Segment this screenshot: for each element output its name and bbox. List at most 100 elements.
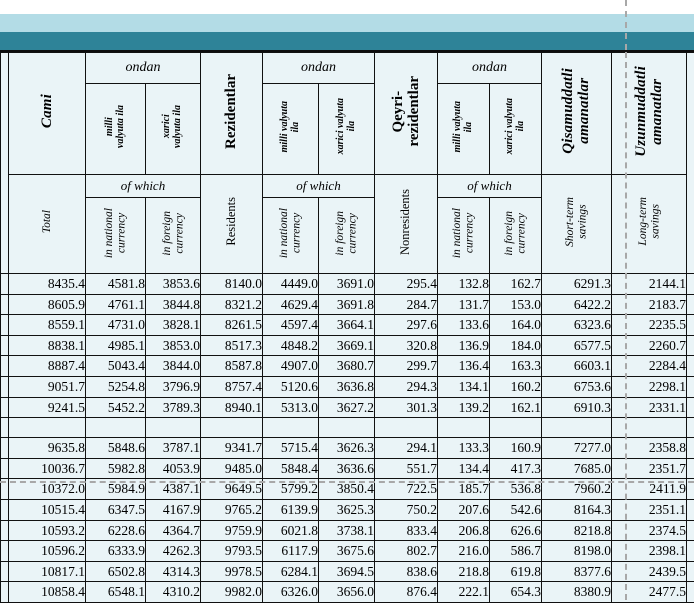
cell-nonresidents_in_national_currency: 133.6 [438, 315, 490, 336]
cell-nonresidents_in_foreign_currency: 626.6 [490, 520, 542, 541]
left-gutter-cell [1, 315, 9, 336]
cell-residents_in_foreign_currency: 3626.3 [319, 438, 375, 459]
cell-short_term_savings: 6323.6 [542, 315, 612, 336]
cell-nonresidents: 833.4 [375, 520, 438, 541]
cell-nonresidents_in_foreign_currency: 417.3 [490, 458, 542, 479]
cell-in_national_currency_total: 5982.8 [86, 458, 146, 479]
right-gutter-cell [687, 315, 694, 336]
cell-nonresidents_in_national_currency: 133.3 [438, 438, 490, 459]
cell-nonresidents_in_foreign_currency: 586.7 [490, 541, 542, 562]
left-gutter-cell [1, 376, 9, 397]
cell-residents_in_foreign_currency: 3656.0 [319, 582, 375, 603]
header-of-which-3: of which [438, 175, 542, 198]
cell-total: 10596.2 [9, 541, 86, 562]
cell-nonresidents_in_foreign_currency: 654.3 [490, 582, 542, 603]
cell-total [9, 418, 86, 438]
cell-nonresidents: 301.3 [375, 397, 438, 418]
header-row-uz: Cami ondan Rezidentlar ondan Qeyri- rezi… [1, 53, 694, 84]
left-gutter-cell [1, 438, 9, 459]
cell-nonresidents_in_national_currency: 132.8 [438, 274, 490, 295]
cell-in_foreign_currency_total: 3789.3 [146, 397, 201, 418]
cell-nonresidents: 750.2 [375, 499, 438, 520]
deposits-table-container: Cami ondan Rezidentlar ondan Qeyri- rezi… [0, 50, 694, 598]
header-total: Total [9, 175, 86, 274]
cell-long_term_savings: 2351.7 [612, 458, 687, 479]
cell-short_term_savings: 7277.0 [542, 438, 612, 459]
left-gutter-cell [1, 458, 9, 479]
cell-nonresidents_in_national_currency [438, 418, 490, 438]
cell-in_national_currency_total: 6502.8 [86, 561, 146, 582]
cell-in_national_currency_total: 6548.1 [86, 582, 146, 603]
cell-residents_in_national_currency: 4907.0 [263, 356, 319, 377]
header-rezidentlar: Rezidentlar [201, 53, 263, 175]
cell-nonresidents_in_foreign_currency: 153.0 [490, 294, 542, 315]
cell-nonresidents_in_foreign_currency: 160.9 [490, 438, 542, 459]
header-milli-valyuta-3: milli valyuta ila [438, 84, 490, 175]
header-xarici-valyuta-3: xarici valyuta ila [490, 84, 542, 175]
left-gutter-cell [1, 541, 9, 562]
cell-total: 8887.4 [9, 356, 86, 377]
cell-in_foreign_currency_total: 4314.3 [146, 561, 201, 582]
cell-in_foreign_currency_total: 4053.9 [146, 458, 201, 479]
right-gutter-cell [687, 418, 694, 438]
header-of-which-1: of which [86, 175, 201, 198]
cell-long_term_savings: 2183.7 [612, 294, 687, 315]
cell-in_foreign_currency_total: 3787.1 [146, 438, 201, 459]
left-gutter-cell [1, 335, 9, 356]
cell-residents_in_national_currency: 5848.4 [263, 458, 319, 479]
header-residents: Residents [201, 175, 263, 274]
cell-in_foreign_currency_total: 4364.7 [146, 520, 201, 541]
cell-residents: 9978.5 [201, 561, 263, 582]
cell-residents_in_foreign_currency: 3636.6 [319, 458, 375, 479]
header-of-which-2: of which [263, 175, 375, 198]
cell-residents: 8261.5 [201, 315, 263, 336]
cell-residents_in_national_currency: 6021.8 [263, 520, 319, 541]
cell-long_term_savings [612, 418, 687, 438]
cell-in_foreign_currency_total [146, 418, 201, 438]
cell-residents_in_national_currency [263, 418, 319, 438]
cell-short_term_savings: 6422.2 [542, 294, 612, 315]
cell-long_term_savings: 2477.5 [612, 582, 687, 603]
left-gutter-cell [1, 418, 9, 438]
cell-total: 10593.2 [9, 520, 86, 541]
cell-nonresidents_in_national_currency: 185.7 [438, 479, 490, 500]
cell-residents: 9341.7 [201, 438, 263, 459]
header-xarici-valyuta-1: xarici valyuta ila [146, 84, 201, 175]
cell-in_foreign_currency_total: 4310.2 [146, 582, 201, 603]
cell-nonresidents_in_national_currency: 207.6 [438, 499, 490, 520]
cell-nonresidents: 551.7 [375, 458, 438, 479]
cell-nonresidents_in_national_currency: 134.1 [438, 376, 490, 397]
cell-residents: 8940.1 [201, 397, 263, 418]
cell-in_national_currency_total: 6228.6 [86, 520, 146, 541]
cell-residents_in_national_currency: 5715.4 [263, 438, 319, 459]
right-gutter [687, 53, 694, 274]
cell-residents_in_national_currency: 5799.2 [263, 479, 319, 500]
cell-short_term_savings: 8380.9 [542, 582, 612, 603]
cell-total: 10817.1 [9, 561, 86, 582]
cell-residents: 9982.0 [201, 582, 263, 603]
cell-in_national_currency_total: 4731.0 [86, 315, 146, 336]
cell-residents [201, 418, 263, 438]
cell-long_term_savings: 2351.1 [612, 499, 687, 520]
right-gutter-cell [687, 356, 694, 377]
right-gutter-cell [687, 561, 694, 582]
cell-residents_in_foreign_currency: 3738.1 [319, 520, 375, 541]
cell-nonresidents_in_foreign_currency: 542.6 [490, 499, 542, 520]
right-gutter-cell [687, 499, 694, 520]
cell-long_term_savings: 2398.1 [612, 541, 687, 562]
left-gutter-cell [1, 561, 9, 582]
cell-total: 8559.1 [9, 315, 86, 336]
cell-nonresidents: 320.8 [375, 335, 438, 356]
header-ondan-3: ondan [438, 53, 542, 84]
cell-total: 10036.7 [9, 458, 86, 479]
cell-in_national_currency_total: 5848.6 [86, 438, 146, 459]
cell-short_term_savings: 8164.3 [542, 499, 612, 520]
cell-residents_in_foreign_currency: 3850.4 [319, 479, 375, 500]
